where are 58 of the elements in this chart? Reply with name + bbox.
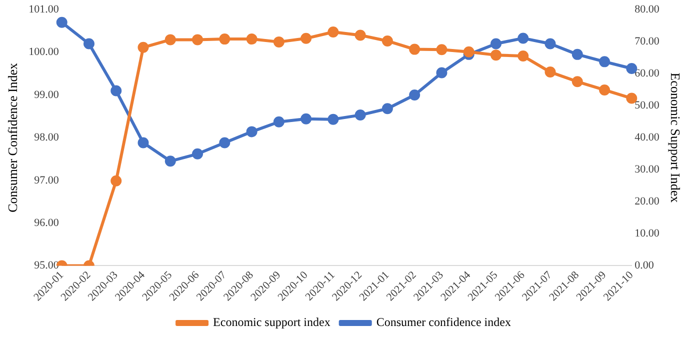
- point: [219, 34, 230, 45]
- point: [138, 42, 149, 53]
- point: [273, 116, 284, 128]
- y-tick-label: 100.00: [28, 46, 60, 58]
- y-axis-title: Consumer Confidence Index: [5, 62, 20, 212]
- y2-tick-label: 70.00: [634, 36, 660, 48]
- point: [572, 76, 583, 88]
- y-tick-label: 99.00: [34, 88, 60, 101]
- point: [463, 46, 474, 58]
- point: [354, 110, 366, 121]
- y2-axis-title: Economic Support Index: [668, 72, 683, 204]
- point: [300, 113, 312, 124]
- point: [138, 137, 149, 148]
- point: [164, 34, 176, 46]
- point: [544, 66, 556, 78]
- y-tick-label: 101.00: [28, 3, 60, 16]
- point: [518, 50, 529, 62]
- point: [192, 34, 204, 46]
- point: [490, 38, 502, 50]
- point: [164, 156, 176, 167]
- point: [110, 85, 122, 96]
- y2-tick-label: 10.00: [634, 228, 660, 240]
- point: [354, 30, 366, 41]
- point: [246, 126, 258, 138]
- point: [219, 137, 230, 148]
- y2-tick-label: 30.00: [634, 164, 660, 176]
- point: [246, 34, 258, 45]
- point: [599, 56, 610, 68]
- point: [436, 44, 448, 56]
- point: [382, 35, 393, 46]
- point: [599, 84, 610, 96]
- y2-tick-label: 50.00: [634, 100, 660, 112]
- y-tick-label: 97.00: [34, 174, 60, 186]
- point: [328, 114, 339, 125]
- point: [382, 103, 393, 114]
- point: [273, 36, 284, 48]
- legend-label: Economic support index: [213, 315, 330, 330]
- legend-label: Consumer confidence index: [376, 315, 511, 330]
- y2-tick-label: 0.00: [634, 260, 654, 272]
- y2-tick-label: 80.00: [634, 3, 660, 16]
- point: [409, 44, 420, 55]
- y-tick-label: 98.00: [34, 132, 60, 144]
- point: [436, 67, 448, 78]
- point: [300, 32, 312, 44]
- point: [192, 148, 204, 160]
- y2-tick-label: 60.00: [634, 68, 660, 80]
- point: [572, 48, 583, 60]
- y-tick-label: 96.00: [34, 216, 60, 229]
- point: [328, 26, 339, 38]
- point: [56, 16, 68, 28]
- point: [83, 38, 94, 50]
- point: [110, 175, 122, 186]
- point: [490, 50, 502, 61]
- point: [409, 89, 420, 100]
- point: [518, 32, 529, 44]
- y2-tick-label: 40.00: [634, 132, 660, 144]
- y2-tick-label: 20.00: [634, 196, 660, 208]
- point: [544, 38, 556, 50]
